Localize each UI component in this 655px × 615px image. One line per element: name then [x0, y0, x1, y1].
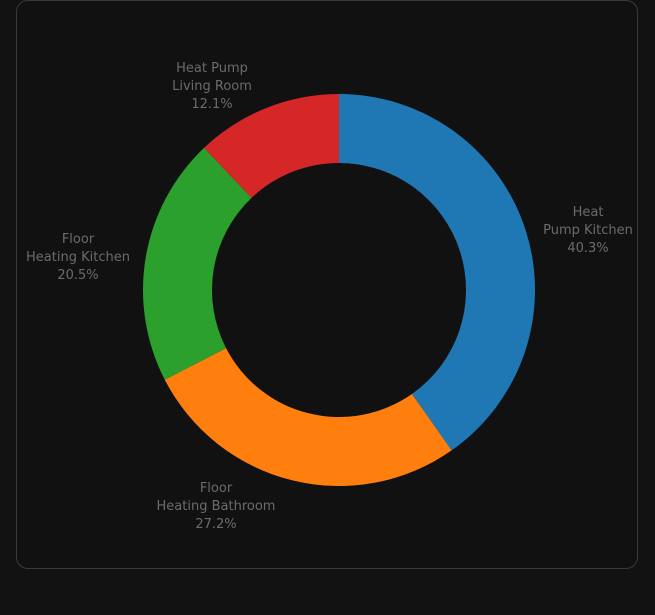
slice-percent-label: 12.1% [191, 97, 232, 112]
slice-name-label: Heat Pump [176, 61, 248, 76]
donut-slice-4[interactable] [204, 94, 339, 198]
slice-percent-label: 27.2% [195, 517, 236, 532]
slice-name-label: Floor [200, 481, 233, 496]
donut-slice-2[interactable] [164, 348, 452, 486]
donut-slice-3[interactable] [143, 147, 252, 380]
slice-name-label: Heating Bathroom [157, 499, 276, 514]
slice-percent-label: 40.3% [567, 241, 608, 256]
slice-name-label: Living Room [172, 79, 252, 94]
slice-labels: Heat Pump Kitchen 40.3% Floor Heating Bathro… [26, 61, 633, 532]
donut-slices [143, 94, 535, 486]
slice-name-label: Heating Kitchen [26, 250, 130, 265]
slice-percent-label: 20.5% [57, 268, 98, 283]
slice-name-label: Heat [573, 205, 604, 220]
slice-name-label: Pump Kitchen [543, 223, 633, 238]
slice-name-label: Floor [62, 232, 95, 247]
donut-slice-1[interactable] [339, 94, 535, 451]
